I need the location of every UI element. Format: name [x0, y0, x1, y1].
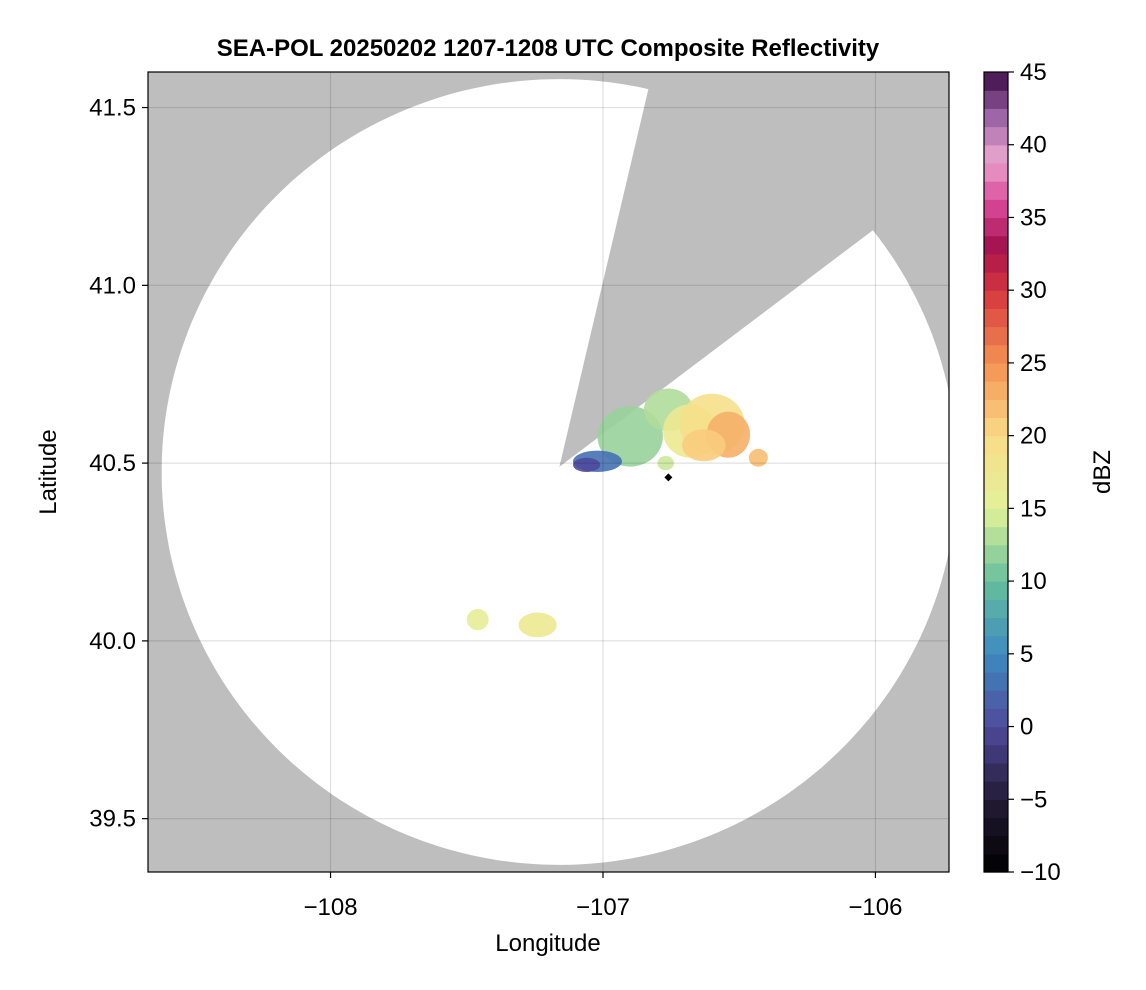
colorbar-bin	[984, 562, 1008, 582]
colorbar-bin	[984, 599, 1008, 619]
plot-frame	[147, 71, 950, 873]
echo-region	[682, 429, 726, 462]
colorbar-bin	[984, 853, 1008, 873]
colorbar-bin	[984, 490, 1008, 509]
colorbar-tick-label: 35	[1020, 204, 1047, 231]
colorbar-bin	[984, 362, 1008, 382]
colorbar-bin	[984, 399, 1008, 419]
colorbar-frame	[983, 71, 1009, 873]
echo-region	[518, 612, 557, 638]
chart-title: SEA-POL 20250202 1207-1208 UTC Composite…	[217, 35, 880, 62]
colorbar-bin	[984, 726, 1008, 746]
colorbar-bin	[984, 817, 1008, 837]
echo-region	[597, 406, 663, 467]
colorbar-bin	[984, 272, 1008, 291]
colorbar-label: dBZ	[1089, 450, 1116, 494]
colorbar-bin	[984, 835, 1008, 855]
colorbar-bin	[984, 344, 1008, 364]
colorbar-tick-label: 0	[1020, 714, 1033, 741]
y-axis-label: Latitude	[35, 429, 62, 514]
grid-lines	[148, 72, 949, 872]
x-axis-label: Longitude	[495, 930, 600, 957]
colorbar-bin	[984, 108, 1008, 128]
echo-region	[573, 457, 601, 472]
echo-region	[748, 448, 768, 467]
colorbar-tick-label: −5	[1020, 786, 1047, 813]
map-markers	[664, 473, 673, 482]
colorbar-bin	[984, 417, 1008, 437]
y-tick-label: 39.5	[89, 806, 136, 833]
colorbar-bin	[984, 635, 1008, 655]
radar-coverage-area	[161, 79, 949, 865]
echo-region	[466, 608, 489, 631]
colorbar-tick-label: 40	[1020, 132, 1047, 159]
colorbar-bin	[984, 435, 1008, 455]
colorbar-bin	[984, 799, 1008, 819]
colorbar-bin	[984, 526, 1008, 546]
x-tick-label: −106	[848, 894, 902, 921]
colorbar-tick-label: 5	[1020, 641, 1033, 668]
radar-site-marker	[664, 473, 673, 482]
y-tick-label: 40.5	[89, 450, 136, 477]
colorbar-bin	[984, 781, 1008, 800]
colorbar-bin	[984, 199, 1008, 219]
x-tick-label: −107	[576, 894, 630, 921]
colorbar-bin	[984, 162, 1008, 182]
colorbar-bin	[984, 708, 1008, 728]
colorbar-ticks: −10 −5 0 5 10 15 20 25 30 35 40 45	[1008, 59, 1061, 886]
colorbar-bin	[984, 653, 1008, 673]
colorbar-bin	[984, 744, 1008, 764]
y-tick-label: 41.5	[89, 95, 136, 122]
colorbar-bin	[984, 253, 1008, 273]
colorbar-bin	[984, 235, 1008, 255]
colorbar-tick-label: −10	[1020, 859, 1061, 886]
colorbar-bin	[984, 308, 1008, 328]
y-axis-ticks: 39.5 40.0 40.5 41.0 41.5	[89, 95, 148, 833]
colorbar-bin	[984, 672, 1008, 691]
y-tick-label: 41.0	[89, 272, 136, 299]
colorbar-bin	[984, 217, 1008, 237]
colorbar-bin	[984, 144, 1008, 164]
colorbar-bin	[984, 453, 1008, 473]
y-tick-label: 40.0	[89, 628, 136, 655]
colorbar-bin	[984, 326, 1008, 346]
colorbar-bin	[984, 381, 1008, 400]
colorbar-tick-label: 30	[1020, 277, 1047, 304]
map-plot-area	[148, 72, 949, 872]
colorbar-tick-label: 15	[1020, 495, 1047, 522]
colorbar-bin	[984, 617, 1008, 637]
x-tick-label: −108	[304, 894, 358, 921]
colorbar-bin	[984, 581, 1008, 600]
colorbar-tick-label: 45	[1020, 59, 1047, 86]
colorbar-bin	[984, 126, 1008, 146]
colorbar-bin	[984, 544, 1008, 564]
colorbar-bin	[984, 90, 1008, 109]
colorbar-bin	[984, 181, 1008, 200]
colorbar-tick-label: 25	[1020, 350, 1047, 377]
colorbar-bin	[984, 72, 1008, 91]
colorbar	[983, 71, 1009, 873]
echo-region	[657, 456, 674, 471]
colorbar-bin	[984, 472, 1008, 491]
colorbar-tick-label: 10	[1020, 568, 1047, 595]
colorbar-bin	[984, 690, 1008, 709]
colorbar-bin	[984, 762, 1008, 782]
colorbar-tick-label: 20	[1020, 423, 1047, 450]
reflectivity-echoes	[466, 388, 768, 638]
colorbar-bin	[984, 508, 1008, 528]
x-axis-ticks: −108 −107 −106	[304, 872, 902, 921]
colorbar-bin	[984, 290, 1008, 309]
